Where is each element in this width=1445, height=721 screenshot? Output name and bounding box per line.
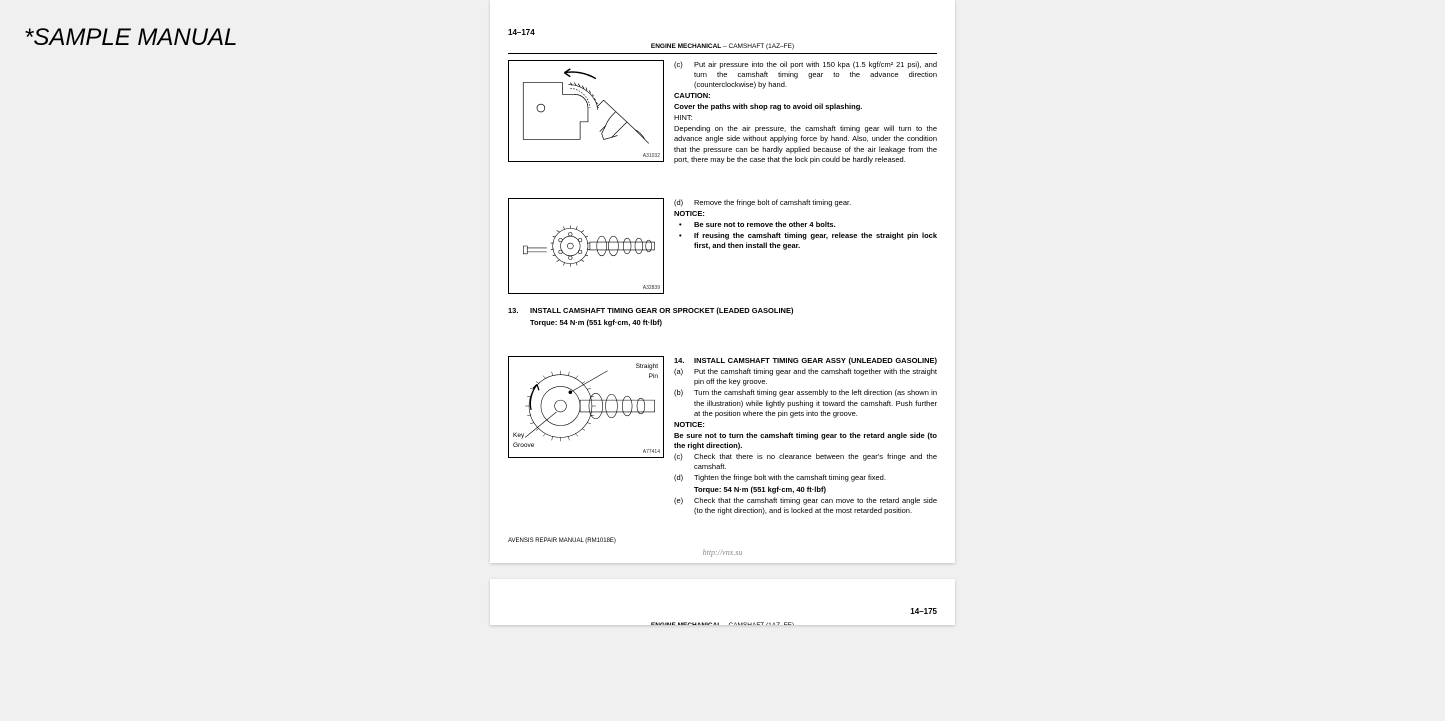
header-sep: – (721, 43, 728, 50)
step-a-text: Put the camshaft timing gear and the cam… (694, 367, 937, 387)
caution-text: Cover the paths with shop rag to avoid o… (674, 102, 937, 112)
step-13-title: INSTALL CAMSHAFT TIMING GEAR OR SPROCKET… (530, 306, 937, 316)
step-13-torque: Torque: 54 N·m (551 kgf·cm, 40 ft·lbf) (530, 318, 937, 328)
step-14-num: 14. (674, 356, 694, 366)
step-e-text: Check that the camshaft timing gear can … (694, 496, 937, 516)
caution-label: CAUTION: (674, 91, 937, 101)
bullet-icon: • (674, 231, 694, 251)
step-c-text: Put air pressure into the oil port with … (694, 60, 937, 90)
notice-label-2: NOTICE: (674, 420, 937, 430)
section-1-text: (c) Put air pressure into the oil port w… (674, 60, 937, 166)
step-a-label: (a) (674, 367, 694, 387)
step-d2-label: (d) (674, 473, 694, 483)
torque-spacer (674, 485, 694, 495)
section-1: A31032 (c) Put air pressure into the oil… (508, 60, 937, 166)
step-13-heading: 13. INSTALL CAMSHAFT TIMING GEAR OR SPRO… (508, 306, 937, 316)
bullet-icon: • (674, 220, 694, 230)
sample-watermark: *SAMPLE MANUAL (24, 24, 237, 52)
step-c-label: (c) (674, 60, 694, 90)
figure-3: Straight Pin Key Groove A77414 (508, 356, 664, 458)
section-3-text: 14. INSTALL CAMSHAFT TIMING GEAR ASSY (U… (674, 356, 937, 517)
fig3-label-groove: Groove (513, 442, 534, 451)
step-b-text: Turn the camshaft timing gear assembly t… (694, 388, 937, 418)
step-d-text: Remove the fringe bolt of camshaft timin… (694, 198, 937, 208)
figure-1-svg (509, 61, 663, 161)
header-rest: CAMSHAFT (1AZ–FE) (729, 43, 795, 50)
bullet-2: If reusing the camshaft timing gear, rel… (694, 231, 937, 251)
page-header-2: ENGINE MECHANICAL – CAMSHAFT (1AZ–FE) (508, 622, 937, 625)
section-3: Straight Pin Key Groove A77414 14. INSTA… (508, 356, 937, 517)
figure-2-id: A32839 (643, 285, 660, 292)
figure-2-svg (509, 199, 663, 293)
page-header: ENGINE MECHANICAL – CAMSHAFT (1AZ–FE) (508, 43, 937, 54)
bullet-1: Be sure not to remove the other 4 bolts. (694, 220, 937, 230)
step-c2-text: Check that there is no clearance between… (694, 452, 937, 472)
step-b-label: (b) (674, 388, 694, 418)
fig3-label-key: Key (513, 432, 524, 441)
figure-3-id: A77414 (643, 449, 660, 456)
page-container: 14–174 ENGINE MECHANICAL – CAMSHAFT (1AZ… (490, 0, 955, 641)
step-d-label: (d) (674, 198, 694, 208)
manual-page-1: 14–174 ENGINE MECHANICAL – CAMSHAFT (1AZ… (490, 0, 955, 563)
figure-2: A32839 (508, 198, 664, 294)
page-footer: AVENSIS REPAIR MANUAL (RM1018E) (508, 535, 937, 545)
hint-text: Depending on the air pressure, the camsh… (674, 124, 937, 165)
notice-label: NOTICE: (674, 209, 937, 219)
figure-1-id: A31032 (643, 153, 660, 160)
step-13-num: 13. (508, 306, 530, 316)
fig3-label-straight: Straight (636, 363, 658, 372)
header-rest-2: CAMSHAFT (1AZ–FE) (729, 622, 795, 625)
hint-label: HINT: (674, 113, 937, 123)
fig3-label-pin: Pin (649, 373, 658, 382)
header-sep-2: – (721, 622, 728, 625)
step-d2-text: Tighten the fringe bolt with the camshaf… (694, 473, 937, 483)
manual-page-2: 14–175 ENGINE MECHANICAL – CAMSHAFT (1AZ… (490, 579, 955, 625)
url-footer: http://vnx.su (703, 548, 743, 559)
figure-1: A31032 (508, 60, 664, 162)
step-d2-torque: Torque: 54 N·m (551 kgf·cm, 40 ft·lbf) (694, 485, 937, 495)
notice-text-2: Be sure not to turn the camshaft timing … (674, 431, 937, 451)
page-number-2: 14–175 (508, 607, 937, 618)
page-number: 14–174 (508, 28, 937, 39)
header-bold: ENGINE MECHANICAL (651, 43, 721, 50)
step-c2-label: (c) (674, 452, 694, 472)
section-2: A32839 (d) Remove the fringe bolt of cam… (508, 198, 937, 294)
header-bold-2: ENGINE MECHANICAL (651, 622, 721, 625)
step-14-title: INSTALL CAMSHAFT TIMING GEAR ASSY (UNLEA… (694, 356, 937, 366)
step-e-label: (e) (674, 496, 694, 516)
section-2-text: (d) Remove the fringe bolt of camshaft t… (674, 198, 937, 253)
